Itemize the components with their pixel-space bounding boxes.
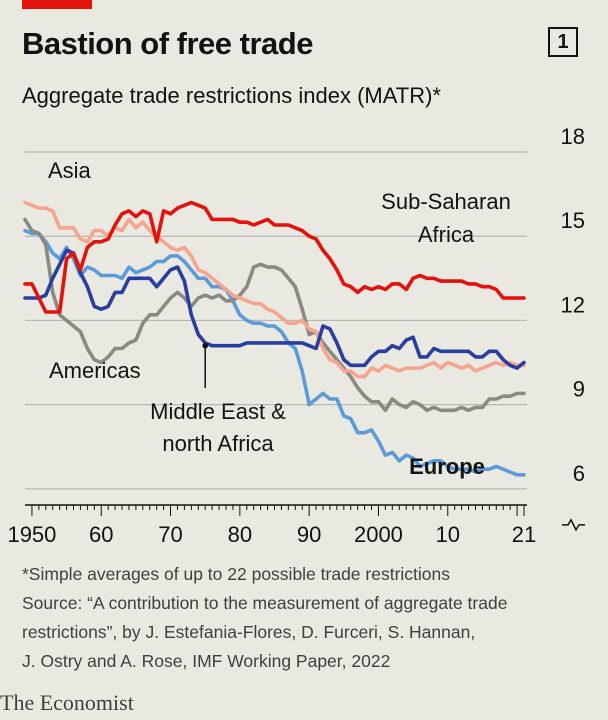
series-label: Middle East & <box>150 399 286 424</box>
series-line <box>23 200 526 314</box>
chart-subtitle: Aggregate trade restrictions index (MATR… <box>22 83 441 108</box>
brand-red-tab <box>22 0 92 9</box>
x-tick-label: 70 <box>158 522 182 547</box>
line-chart: 6 9 12 15 18 1950 60 70 80 90 2000 10 21 Asia Sub-Saha… <box>7 124 585 547</box>
x-tick-label: 90 <box>297 522 321 547</box>
x-tick-label: 1950 <box>7 522 56 547</box>
footnote-line: Source: “A contribution to the measureme… <box>22 593 508 613</box>
footnote: *Simple averages of up to 22 possible tr… <box>22 560 507 676</box>
chart-number-badge: 1 <box>548 27 578 57</box>
y-tick-label: 18 <box>561 124 585 149</box>
series-label: Africa <box>418 222 475 247</box>
series-label: Asia <box>48 158 92 183</box>
series-label: Americas <box>49 358 141 383</box>
footnote-line: *Simple averages of up to 22 possible tr… <box>22 564 451 584</box>
y-tick-label: 9 <box>573 377 585 402</box>
x-tick-label: 21 <box>512 522 536 547</box>
chart-title: Bastion of free trade <box>22 26 313 61</box>
axis-break-icon <box>562 518 585 532</box>
series-line <box>23 248 526 370</box>
series-label: north Africa <box>162 431 274 456</box>
y-tick-label: 15 <box>561 208 585 233</box>
y-tick-label: 12 <box>561 292 585 317</box>
footnote-line: restrictions”, by J. Estefania-Flores, D… <box>22 622 476 642</box>
x-tick-label: 80 <box>228 522 252 547</box>
footnote-line: J. Ostry and A. Rose, IMF Working Paper,… <box>22 651 391 671</box>
x-tick-label: 2000 <box>354 522 403 547</box>
x-tick-label: 10 <box>436 522 460 547</box>
y-tick-label: 6 <box>573 461 585 486</box>
annotation-dot <box>202 342 208 349</box>
series-line <box>23 217 526 413</box>
publisher-logo: The Economist <box>0 690 134 715</box>
series-label: Europe <box>409 454 485 479</box>
series-label: Sub-Saharan <box>381 189 511 214</box>
x-tick-label: 60 <box>89 522 113 547</box>
series-line <box>23 228 526 477</box>
